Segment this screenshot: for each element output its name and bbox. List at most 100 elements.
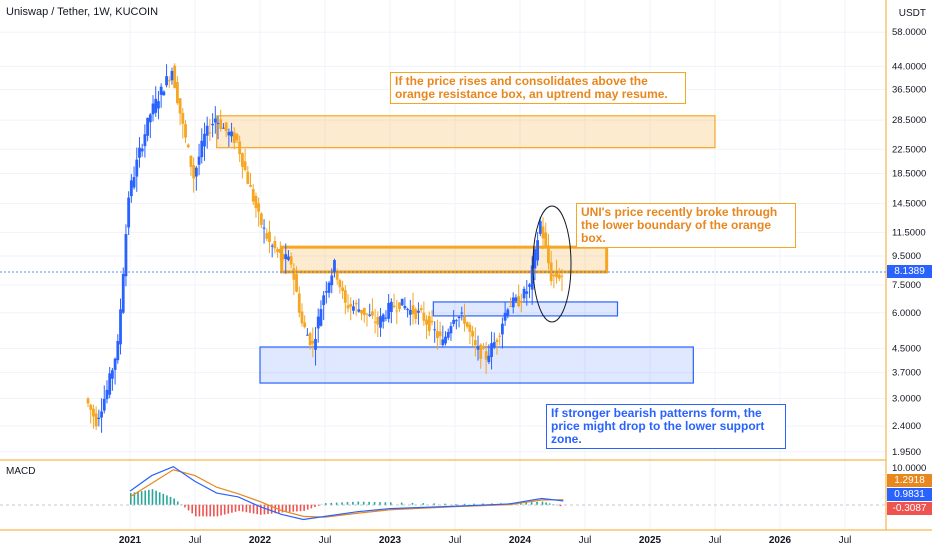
candle [181,108,185,139]
price-tick-label: 7.5000 [892,280,921,291]
macd-hist-bar [213,504,215,517]
candle [460,306,464,321]
candle [360,310,363,321]
macd-hist-bar [205,504,208,517]
macd-hist-bar [223,504,226,515]
candle [189,155,193,177]
time-tick-label: Jul [449,535,462,546]
macd-hist-bar [299,504,302,512]
candle [232,127,236,150]
price-tick-label: 11.5000 [892,227,926,238]
candle [500,317,504,349]
candle [465,321,469,329]
candle [419,304,423,313]
macd-hist-bar [390,502,392,505]
candle [449,322,453,341]
candle [243,148,247,172]
macd-hist-bar [368,501,370,505]
macd-hist-bar [169,496,172,505]
candle [560,268,564,292]
candle [441,325,445,347]
candle [249,173,252,188]
candle [492,332,496,350]
last-price-tag: 8.1389 [887,265,932,278]
candle [406,307,410,318]
time-tick-label: Jul [839,535,852,546]
macd-hist-bar [341,502,343,505]
candle [482,342,485,350]
macd-hist-bar [317,504,320,506]
candle [398,302,401,312]
candle [227,128,231,147]
annotation-bottom[interactable]: If stronger bearish patterns form, the p… [546,404,786,449]
candle [311,327,315,358]
zone-support-lower [259,346,694,384]
candle [119,298,122,355]
candle [132,166,136,190]
macd-hist-bar [433,503,435,505]
candle [295,266,298,293]
macd-hist-bar [238,504,240,511]
time-tick-label: 2023 [379,535,402,546]
macd-hist-bar [173,498,175,505]
candle [514,294,518,304]
price-tick-label: 4.5000 [892,343,921,354]
time-tick-label: 2022 [249,535,272,546]
macd-hist-bar [296,504,298,512]
candle [468,321,472,345]
price-tick-label: 18.5000 [892,169,926,180]
candle [108,366,112,399]
macd-hist-bar [241,504,244,512]
zone-resistance-lower [280,245,609,274]
macd-hist-bar [525,502,528,505]
macd-hist-bar [346,502,349,505]
candle [146,117,150,142]
candle [186,143,190,149]
price-tick-label: 6.0000 [892,308,921,319]
macd-hist-bar [220,504,222,516]
macd-hist-bar [176,501,179,505]
macd-hist-bar [352,501,354,505]
macd-hist-bar [362,501,365,505]
candle [333,258,336,278]
time-tick-label: Jul [709,535,722,546]
macd-hist-bar [455,503,457,505]
candle [541,217,545,250]
macd-hist-bar [227,504,230,514]
macd-hist-tag: -0.3087 [887,502,932,515]
candle [254,192,258,218]
candle [365,313,369,327]
annotation-middle[interactable]: UNI's price recently broke through the l… [576,203,796,248]
candle [205,116,209,149]
candle [157,91,160,120]
candle [303,315,307,329]
candle [530,256,534,305]
candle [438,321,442,346]
macd-hist-bar [166,495,168,505]
zone-resistance-upper [216,115,716,149]
candle [92,404,95,429]
macd-hist-bar [536,501,538,505]
macd-hist-bar [411,502,414,505]
candle [352,300,355,315]
candle [265,228,269,242]
candle [100,398,103,433]
candle [94,406,98,430]
time-tick-label: 2021 [119,535,142,546]
candle [127,191,131,236]
macd-tick-label: 10.0000 [892,463,926,474]
candle [522,286,526,302]
candle [547,233,550,270]
candle [113,357,117,385]
candle [370,298,374,320]
annotation-top[interactable]: If the price rises and consolidates abov… [390,72,686,104]
macd-hist-bar [556,504,558,506]
candle [335,268,339,285]
macd-signal-tag: 1.2918 [887,474,932,487]
candle [219,109,223,132]
macd-hist-bar [216,504,219,517]
time-tick-label: 2025 [639,535,662,546]
candle [140,143,144,157]
candle [362,307,366,323]
